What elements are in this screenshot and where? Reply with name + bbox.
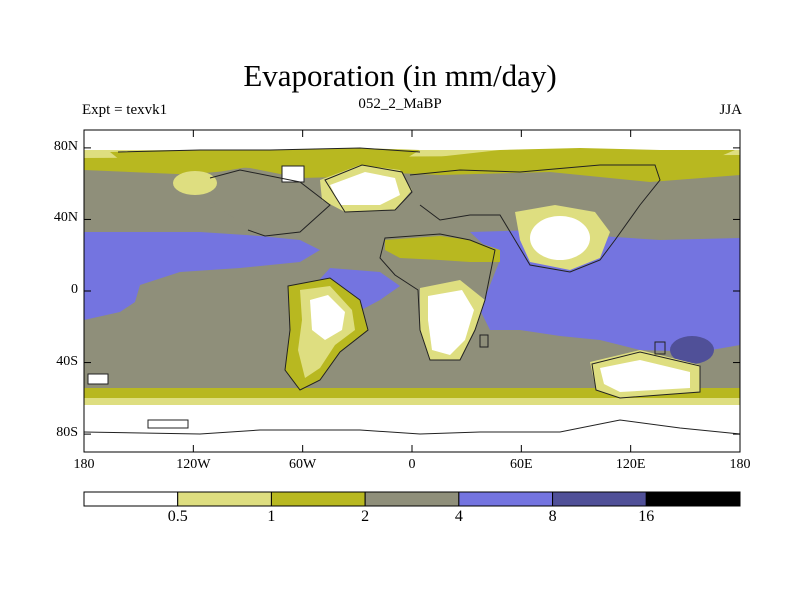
eurasia-arctic	[410, 148, 735, 174]
high-evap-core	[670, 336, 714, 364]
colorbar-swatch	[552, 491, 647, 507]
coast-north-america-arctic	[117, 147, 421, 153]
colorbar-swatch	[177, 491, 272, 507]
australia-dry	[600, 360, 690, 392]
lat-tick-label: 40N	[53, 210, 78, 226]
island-southwest	[88, 374, 108, 384]
lon-tick-label: 60E	[510, 457, 533, 472]
pacific-high-evap	[84, 232, 320, 320]
band-south-light	[84, 398, 740, 406]
coastlines	[84, 147, 740, 435]
africa-south-dry	[428, 290, 474, 355]
map-field	[84, 130, 740, 452]
colorbar-swatch	[364, 491, 460, 507]
north-america-west-dry	[173, 171, 217, 195]
colorbar-level-label: 0.5	[167, 508, 188, 525]
coast-antarctica	[84, 419, 740, 435]
colorbar-level-label: 2	[361, 508, 370, 525]
colorbar-level-label: 4	[454, 508, 463, 525]
central-asia-dry	[530, 216, 590, 260]
band-arctic	[84, 130, 740, 150]
colorbar-swatch	[458, 491, 554, 507]
colorbar-level-label: 8	[548, 508, 557, 525]
lat-tick-label: 80N	[53, 138, 78, 154]
north-america-arctic	[110, 148, 420, 178]
arctic-island-ice	[282, 166, 304, 182]
colorbar-swatch	[645, 491, 741, 507]
band-antarctic	[84, 405, 740, 452]
lat-tick-label: 80S	[56, 425, 78, 441]
coast-africa	[379, 233, 496, 361]
lon-tick-label: 120W	[176, 457, 211, 472]
coast-new-zealand	[654, 341, 666, 355]
axis-ticks	[83, 130, 741, 452]
coast-southwest-island	[87, 373, 109, 385]
south-america-dry	[310, 295, 345, 340]
colorbar-level-label: 1	[267, 508, 276, 525]
greenland-ice	[330, 172, 400, 205]
lon-tick-label: 180	[73, 457, 95, 472]
island-south-pacific	[148, 420, 188, 428]
run-label: 052_2_MaBP	[358, 96, 442, 112]
coast-madagascar	[479, 334, 489, 348]
coast-south-america	[284, 277, 369, 391]
lat-tick-label: 40S	[56, 353, 78, 369]
north-america-interior	[180, 170, 330, 235]
season-label: JJA	[719, 102, 742, 118]
coast-north-america	[209, 169, 331, 237]
colorbar-swatch	[270, 491, 366, 507]
lon-tick-label: 0	[408, 457, 416, 472]
coast-south-pacific-island	[147, 419, 189, 429]
coast-eurasia	[409, 164, 661, 273]
experiment-label: Expt = texvk1	[82, 102, 168, 118]
colorbar-swatch	[83, 491, 179, 507]
coast-greenland	[324, 164, 413, 213]
coast-arctic-island	[281, 165, 305, 183]
lon-tick-label: 60W	[289, 457, 317, 472]
colorbar-level-label: 16	[638, 508, 655, 525]
lon-tick-label: 120E	[615, 457, 646, 472]
north-africa-dry	[385, 236, 500, 262]
lat-tick-label: 0	[71, 282, 78, 297]
coast-australia	[591, 351, 701, 399]
lon-tick-label: 180	[729, 457, 751, 472]
colorbar	[83, 491, 741, 507]
plot-title: Evaporation (in mm/day)	[243, 58, 557, 93]
